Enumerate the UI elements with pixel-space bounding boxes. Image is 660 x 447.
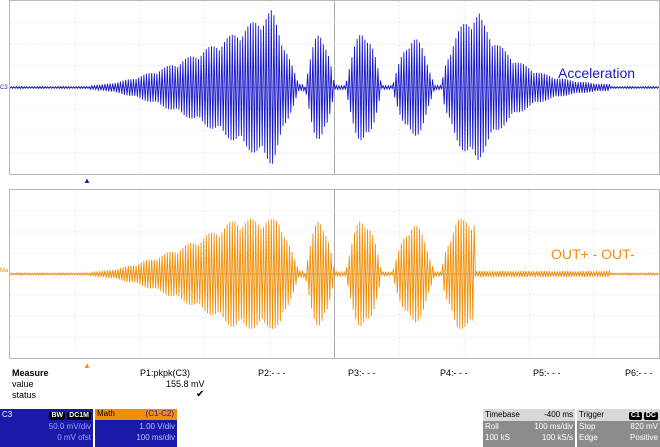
measure-row-value-label: value	[12, 379, 34, 389]
channel-descriptor-c3[interactable]: C3 BW DC1M 50.0 mV/div 0 mV ofst	[0, 409, 93, 447]
trigger-slope: Positive	[629, 433, 658, 442]
trace-label-acceleration: Acceleration	[558, 65, 636, 81]
math-source: (C1-C2)	[145, 409, 174, 418]
waveform-plot-math	[10, 190, 659, 358]
math-trace	[10, 218, 659, 330]
measure-param-p6[interactable]: P6:- - -	[625, 368, 653, 378]
channel-marker-c3[interactable]: C3	[0, 85, 8, 91]
waveform-grid-c3[interactable]: Acceleration	[9, 0, 660, 175]
measure-table: Measure value status P1:pkpk(C3) 155.8 m…	[0, 368, 660, 408]
measure-row-status-label: status	[12, 390, 37, 400]
trigger-coupling-badge: DC	[643, 412, 658, 420]
trigger-title: Trigger	[579, 410, 605, 419]
measure-param-p3[interactable]: P3:- - -	[348, 368, 376, 378]
check-icon: ✔	[196, 389, 205, 400]
waveform-plot-c3	[10, 1, 659, 174]
measure-param-p2[interactable]: P2:- - -	[258, 368, 286, 378]
trigger-mode: Stop	[579, 422, 596, 431]
trace-label-out: OUT+ - OUT-	[551, 246, 635, 262]
bw-limit-badge: BW	[49, 412, 66, 420]
channel-marker-math[interactable]: Ma	[0, 268, 9, 274]
math-descriptor[interactable]: Math (C1-C2) 1.00 V/div 100 ms/div	[95, 409, 177, 447]
trigger-position-marker-bottom[interactable]: ▲	[83, 361, 91, 370]
channel-descriptor-label: C3	[2, 410, 13, 419]
acceleration-trace	[10, 10, 659, 164]
timebase-mode: Roll	[485, 422, 499, 431]
trigger-level: 820 mV	[630, 422, 658, 431]
coupling-badge: DC1M	[67, 412, 91, 420]
math-tdiv: 100 ms/div	[136, 433, 175, 442]
timebase-tdiv: 100 ms/div	[534, 422, 573, 431]
timebase-descriptor[interactable]: Timebase -400 ms Roll 100 ms/div 100 kS …	[483, 409, 575, 447]
timebase-title: Timebase	[485, 410, 520, 419]
waveform-grid-math[interactable]: OUT+ - OUT-	[9, 189, 660, 359]
trigger-type: Edge	[579, 433, 598, 442]
measure-param-p5[interactable]: P5:- - -	[533, 368, 561, 378]
measure-param-p4[interactable]: P4:- - -	[440, 368, 468, 378]
measure-param-p1[interactable]: P1:pkpk(C3)	[140, 368, 191, 378]
measure-param-p1-value: 155.8 mV	[166, 379, 205, 389]
timebase-rate: 100 kS/s	[541, 433, 573, 442]
timebase-samples: 100 kS	[485, 433, 510, 442]
measure-title: Measure	[12, 368, 49, 378]
channel-vdiv: 50.0 mV/div	[48, 422, 91, 431]
channel-offset: 0 mV ofst	[57, 433, 91, 442]
trigger-position-marker-top[interactable]: ▲	[83, 176, 91, 185]
trigger-source-badge: C1	[628, 412, 642, 420]
math-label: Math	[97, 409, 115, 418]
timebase-delay: -400 ms	[544, 410, 573, 419]
math-vdiv: 1.00 V/div	[139, 422, 175, 431]
trigger-descriptor[interactable]: Trigger C1 DC Stop 820 mV Edge Positive	[577, 409, 660, 447]
